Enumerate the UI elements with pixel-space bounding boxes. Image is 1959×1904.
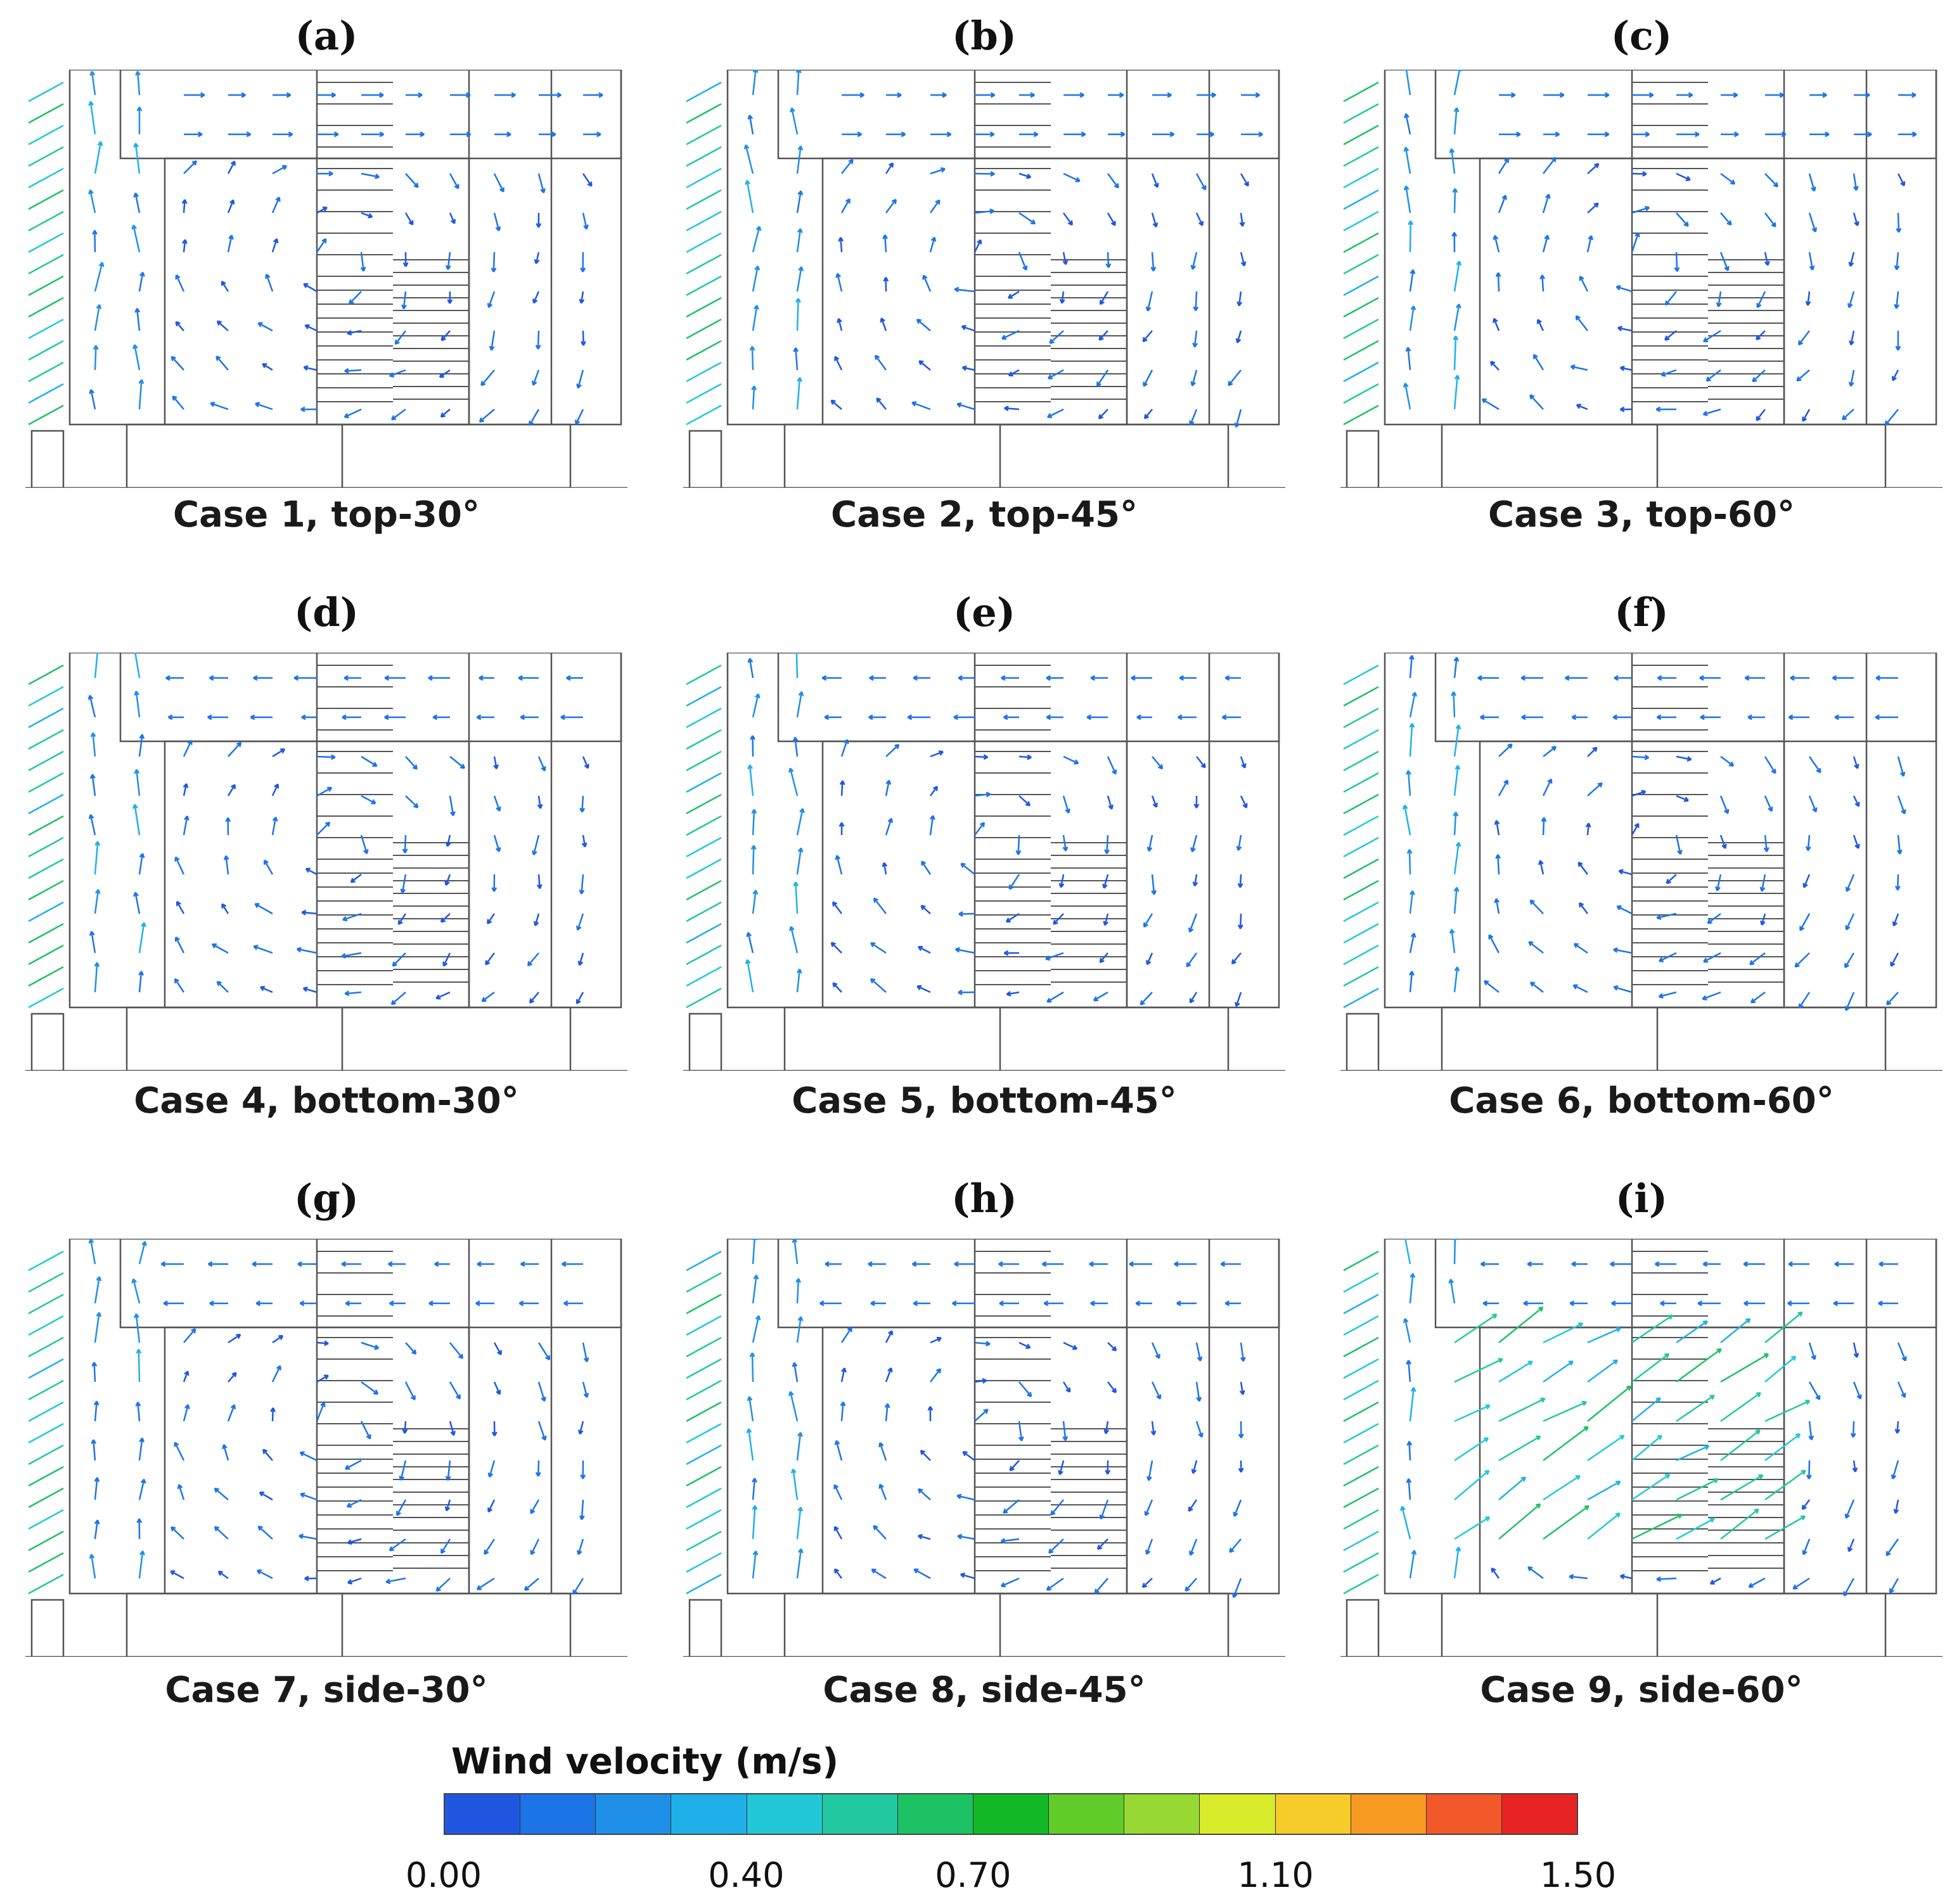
colorbar-segment: [671, 1794, 747, 1834]
inlet-plume: [1343, 664, 1379, 1009]
velocity-vectors: [87, 653, 589, 1006]
inlet-plume: [686, 664, 722, 1009]
side-structure: [1346, 1599, 1380, 1657]
panel-caption-case-5: Case 5, bottom-45°: [792, 1080, 1177, 1121]
colorbar-segment: [596, 1794, 672, 1834]
vector-plot-case-3: [1340, 70, 1943, 488]
colorbar-tick-label: 1.10: [1237, 1855, 1314, 1895]
inlet-plume: [28, 664, 64, 1009]
vector-plot-case-1: [25, 70, 627, 488]
panel-label-b: (b): [951, 13, 1017, 59]
velocity-vectors: [743, 70, 1263, 428]
inlet-plume: [28, 1250, 64, 1595]
colorbar-segment: [1426, 1794, 1502, 1834]
inlet-plume: [686, 1250, 722, 1595]
podium: [125, 1592, 572, 1657]
panel-label-a: (a): [295, 13, 358, 59]
colorbar-segment: [747, 1794, 823, 1834]
inlet-plume: [1343, 1250, 1379, 1595]
vector-plot-case-2: [683, 70, 1285, 488]
side-structure: [1346, 1013, 1380, 1071]
panel-caption-case-8: Case 8, side-45°: [823, 1670, 1146, 1711]
podium: [783, 423, 1230, 488]
panel-label-e: (e): [953, 589, 1016, 636]
inlet-plume: [28, 81, 64, 426]
vector-plot-case-5: [683, 653, 1285, 1071]
panel-label-c: (c): [1610, 13, 1673, 59]
side-structure: [30, 430, 65, 488]
panel-label-d: (d): [293, 589, 359, 636]
stair-core: [317, 1251, 469, 1571]
panel-caption-case-2: Case 2, top-45°: [831, 494, 1138, 535]
panel-label-i: (i): [1615, 1175, 1668, 1222]
panel-caption-case-7: Case 7, side-30°: [165, 1670, 488, 1711]
vector-plot-case-6: [1340, 653, 1943, 1071]
side-structure: [688, 430, 723, 488]
velocity-vectors: [88, 70, 603, 426]
colorbar-segment: [1351, 1794, 1427, 1834]
inlet-plume: [1343, 81, 1379, 426]
side-structure: [30, 1599, 65, 1657]
side-structure: [1346, 430, 1380, 488]
panel-caption-case-1: Case 1, top-30°: [173, 494, 480, 535]
podium: [1441, 423, 1887, 488]
velocity-vectors: [1402, 655, 1906, 1011]
colorbar-tick-label: 1.50: [1539, 1855, 1617, 1895]
colorbar-segment: [973, 1794, 1050, 1834]
colorbar-tick-label: 0.00: [405, 1855, 482, 1895]
velocity-vectors: [1400, 1239, 1907, 1597]
velocity-vectors: [746, 1239, 1246, 1599]
colorbar-segment: [1049, 1794, 1125, 1834]
podium: [783, 1592, 1230, 1657]
inlet-plume: [686, 81, 722, 426]
panel-label-h: (h): [951, 1175, 1017, 1222]
legend-title: Wind velocity (m/s): [451, 1741, 839, 1782]
colorbar-segment: [1124, 1794, 1200, 1834]
vector-plot-case-7: [25, 1239, 627, 1657]
colorbar-segment: [1200, 1794, 1276, 1834]
stair-core: [975, 665, 1127, 985]
podium: [783, 1006, 1230, 1071]
stair-core: [317, 82, 469, 402]
podium: [125, 1006, 572, 1071]
vector-plot-case-4: [25, 653, 627, 1071]
colorbar-segment: [520, 1794, 596, 1834]
velocity-vectors: [1403, 70, 1917, 426]
panel-caption-case-9: Case 9, side-60°: [1480, 1670, 1803, 1711]
colorbar-segment: [445, 1794, 521, 1834]
stair-core: [1632, 665, 1784, 985]
colorbar-segment: [897, 1794, 973, 1834]
panel-label-f: (f): [1614, 589, 1669, 636]
colorbar-tick-label: 0.70: [935, 1855, 1012, 1895]
podium: [125, 423, 572, 488]
podium: [1441, 1006, 1887, 1071]
stair-core: [1632, 1251, 1784, 1571]
stair-core: [975, 82, 1127, 402]
vector-plot-case-9: [1340, 1239, 1943, 1657]
velocity-vectors: [745, 653, 1248, 1007]
vector-plot-case-8: [683, 1239, 1285, 1657]
colorbar-segment: [1275, 1794, 1351, 1834]
panel-caption-case-4: Case 4, bottom-30°: [134, 1080, 519, 1121]
colorbar-segment: [822, 1794, 898, 1834]
side-structure: [30, 1013, 65, 1071]
panel-caption-case-3: Case 3, top-60°: [1488, 494, 1795, 535]
panel-label-g: (g): [293, 1175, 359, 1222]
panel-caption-case-6: Case 6, bottom-60°: [1449, 1080, 1834, 1121]
stair-core: [1632, 82, 1784, 402]
colorbar-segment: [1501, 1794, 1577, 1834]
stair-core: [975, 1251, 1127, 1571]
colorbar: [444, 1793, 1578, 1835]
side-structure: [688, 1599, 723, 1657]
velocity-vectors: [88, 1239, 589, 1595]
side-structure: [688, 1013, 723, 1071]
podium: [1441, 1592, 1887, 1657]
stair-core: [317, 665, 469, 985]
colorbar-tick-label: 0.40: [708, 1855, 785, 1895]
